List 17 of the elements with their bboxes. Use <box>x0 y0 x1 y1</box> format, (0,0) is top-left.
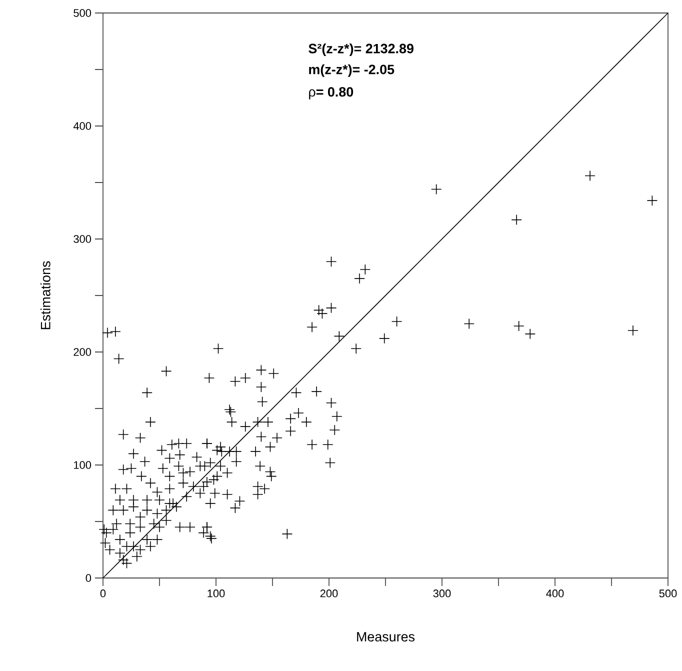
y-tick-label: 0 <box>86 574 92 582</box>
annotation: m(z-z*)= -2.05 <box>309 64 394 77</box>
y-tick-label: 200 <box>74 348 92 356</box>
annotation: S²(z-z*)= 2132.89 <box>308 43 414 56</box>
y-axis-title: Estimations <box>40 261 50 330</box>
x-tick-label: 500 <box>659 590 677 598</box>
x-tick-label: 100 <box>208 590 225 598</box>
y-tick-label: 500 <box>74 9 92 17</box>
x-tick-label: 300 <box>433 590 451 598</box>
y-tick-label: 300 <box>74 235 92 243</box>
x-tick-label: 0 <box>100 590 106 598</box>
y-tick-label: 100 <box>74 461 92 469</box>
annotation: ρ= 0.80 <box>309 87 354 100</box>
y-tick-label: 400 <box>73 122 92 130</box>
x-axis-title: Measures <box>357 632 415 642</box>
x-tick-label: 400 <box>546 590 564 598</box>
x-tick-label: 200 <box>320 590 338 598</box>
